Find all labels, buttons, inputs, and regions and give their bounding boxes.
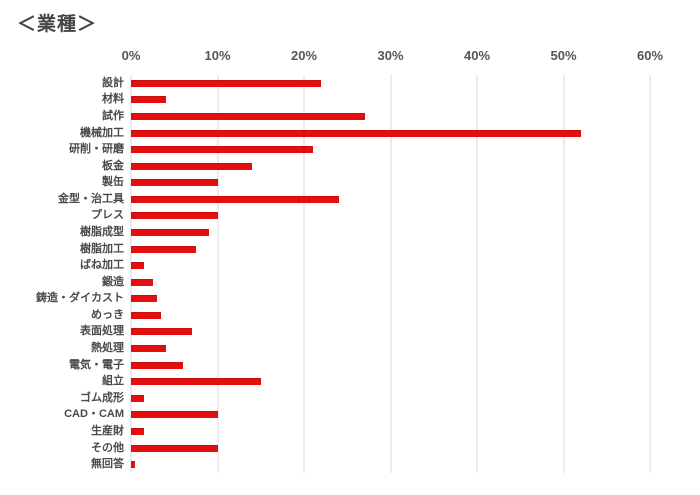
bar-めっき [131, 311, 162, 319]
category-label: CAD・CAM [64, 408, 124, 421]
bar-row [131, 224, 650, 241]
category-label: 熱処理 [91, 342, 124, 355]
bar-row [131, 307, 650, 324]
bar-鋳造・ダイカスト [131, 295, 157, 303]
bar-鍛造 [131, 278, 153, 286]
category-label: 生産財 [91, 424, 124, 437]
bar-row [131, 92, 650, 109]
bar-表面処理 [131, 328, 192, 336]
x-axis-tick-label: 30% [377, 48, 404, 63]
category-label: 組立 [102, 375, 124, 388]
chart-title: ＜業種＞ [17, 14, 98, 35]
bar-row [131, 440, 650, 457]
bar-プレス [131, 212, 218, 220]
bar-電気・電子 [131, 361, 183, 369]
bar-row [131, 191, 650, 208]
category-label: 樹脂成型 [80, 225, 124, 238]
bar-金型・治工具 [131, 195, 339, 203]
x-axis-tick-label: 50% [550, 48, 577, 63]
category-label: 電気・電子 [69, 358, 124, 371]
gridline [476, 75, 478, 473]
bar-row [131, 241, 650, 258]
bar-row [131, 208, 650, 225]
category-label: 機械加工 [80, 126, 124, 139]
category-label: 試作 [102, 109, 124, 122]
bar-row [131, 456, 650, 473]
category-label: プレス [91, 209, 124, 222]
category-label: 金型・治工具 [58, 192, 124, 205]
gridline [649, 75, 651, 473]
x-axis-tick-label: 60% [636, 48, 664, 63]
plot-area [130, 75, 651, 473]
category-label: その他 [91, 441, 124, 454]
bar-row [131, 274, 650, 291]
bar-row [131, 340, 650, 357]
gridline [563, 75, 564, 473]
bar-row [131, 158, 650, 175]
bar-樹脂加工 [131, 245, 196, 253]
x-axis-tick-label: 10% [204, 48, 231, 63]
bar-row [131, 108, 650, 125]
gridline [217, 75, 218, 473]
category-label: 材料 [102, 93, 124, 106]
bar-樹脂成型 [131, 228, 209, 236]
category-label: 製缶 [102, 176, 124, 189]
bar-熱処理 [131, 345, 166, 353]
y-axis-category-labels: 設計材料試作機械加工研削・研磨板金製缶金型・治工具プレス樹脂成型樹脂加工ばね加工… [0, 75, 124, 473]
gridline [303, 75, 305, 473]
bar-材料 [131, 96, 166, 104]
bar-row [131, 423, 650, 440]
category-label: 設計 [102, 76, 124, 89]
bar-生産財 [131, 427, 144, 435]
bar-row [131, 373, 650, 390]
category-label: めっき [91, 308, 124, 321]
category-label: 鋳造・ダイカスト [36, 292, 124, 305]
bar-row [131, 125, 650, 142]
category-label: 表面処理 [80, 325, 124, 338]
category-label: ばね加工 [80, 259, 124, 272]
gridlines [130, 75, 651, 473]
bar-row [131, 174, 650, 191]
bar-row [131, 407, 650, 424]
x-axis: 0% 10% 20% 30% 40% 50% 60% [122, 48, 663, 66]
bar-ゴム成形 [131, 394, 144, 402]
bar-板金 [131, 162, 253, 170]
category-label: 研削・研磨 [69, 143, 124, 156]
bar-row [131, 257, 650, 274]
bar-rows [131, 75, 650, 473]
bar-研削・研磨 [131, 146, 313, 154]
category-label: 板金 [102, 159, 124, 172]
bar-組立 [131, 378, 261, 386]
bar-設計 [131, 79, 322, 87]
category-label: 無回答 [91, 458, 124, 471]
bar-無回答 [131, 461, 136, 469]
gridline [130, 75, 132, 473]
bar-row [131, 75, 650, 92]
bar-row [131, 141, 650, 158]
bar-row [131, 390, 650, 407]
bar-その他 [131, 444, 218, 452]
gridline [390, 75, 391, 473]
bar-製缶 [131, 179, 218, 187]
bar-row [131, 324, 650, 341]
category-label: 鍛造 [102, 275, 124, 288]
bar-ばね加工 [131, 262, 144, 270]
x-axis-tick-label: 40% [463, 48, 491, 63]
bar-row [131, 357, 650, 374]
bar-row [131, 291, 650, 308]
bar-機械加工 [131, 129, 581, 137]
category-label: 樹脂加工 [80, 242, 124, 255]
x-axis-tick-label: 0% [121, 48, 141, 63]
category-label: ゴム成形 [80, 391, 124, 404]
bar-試作 [131, 112, 365, 120]
bar-CAD・CAM [131, 411, 218, 419]
x-axis-tick-label: 20% [290, 48, 318, 63]
